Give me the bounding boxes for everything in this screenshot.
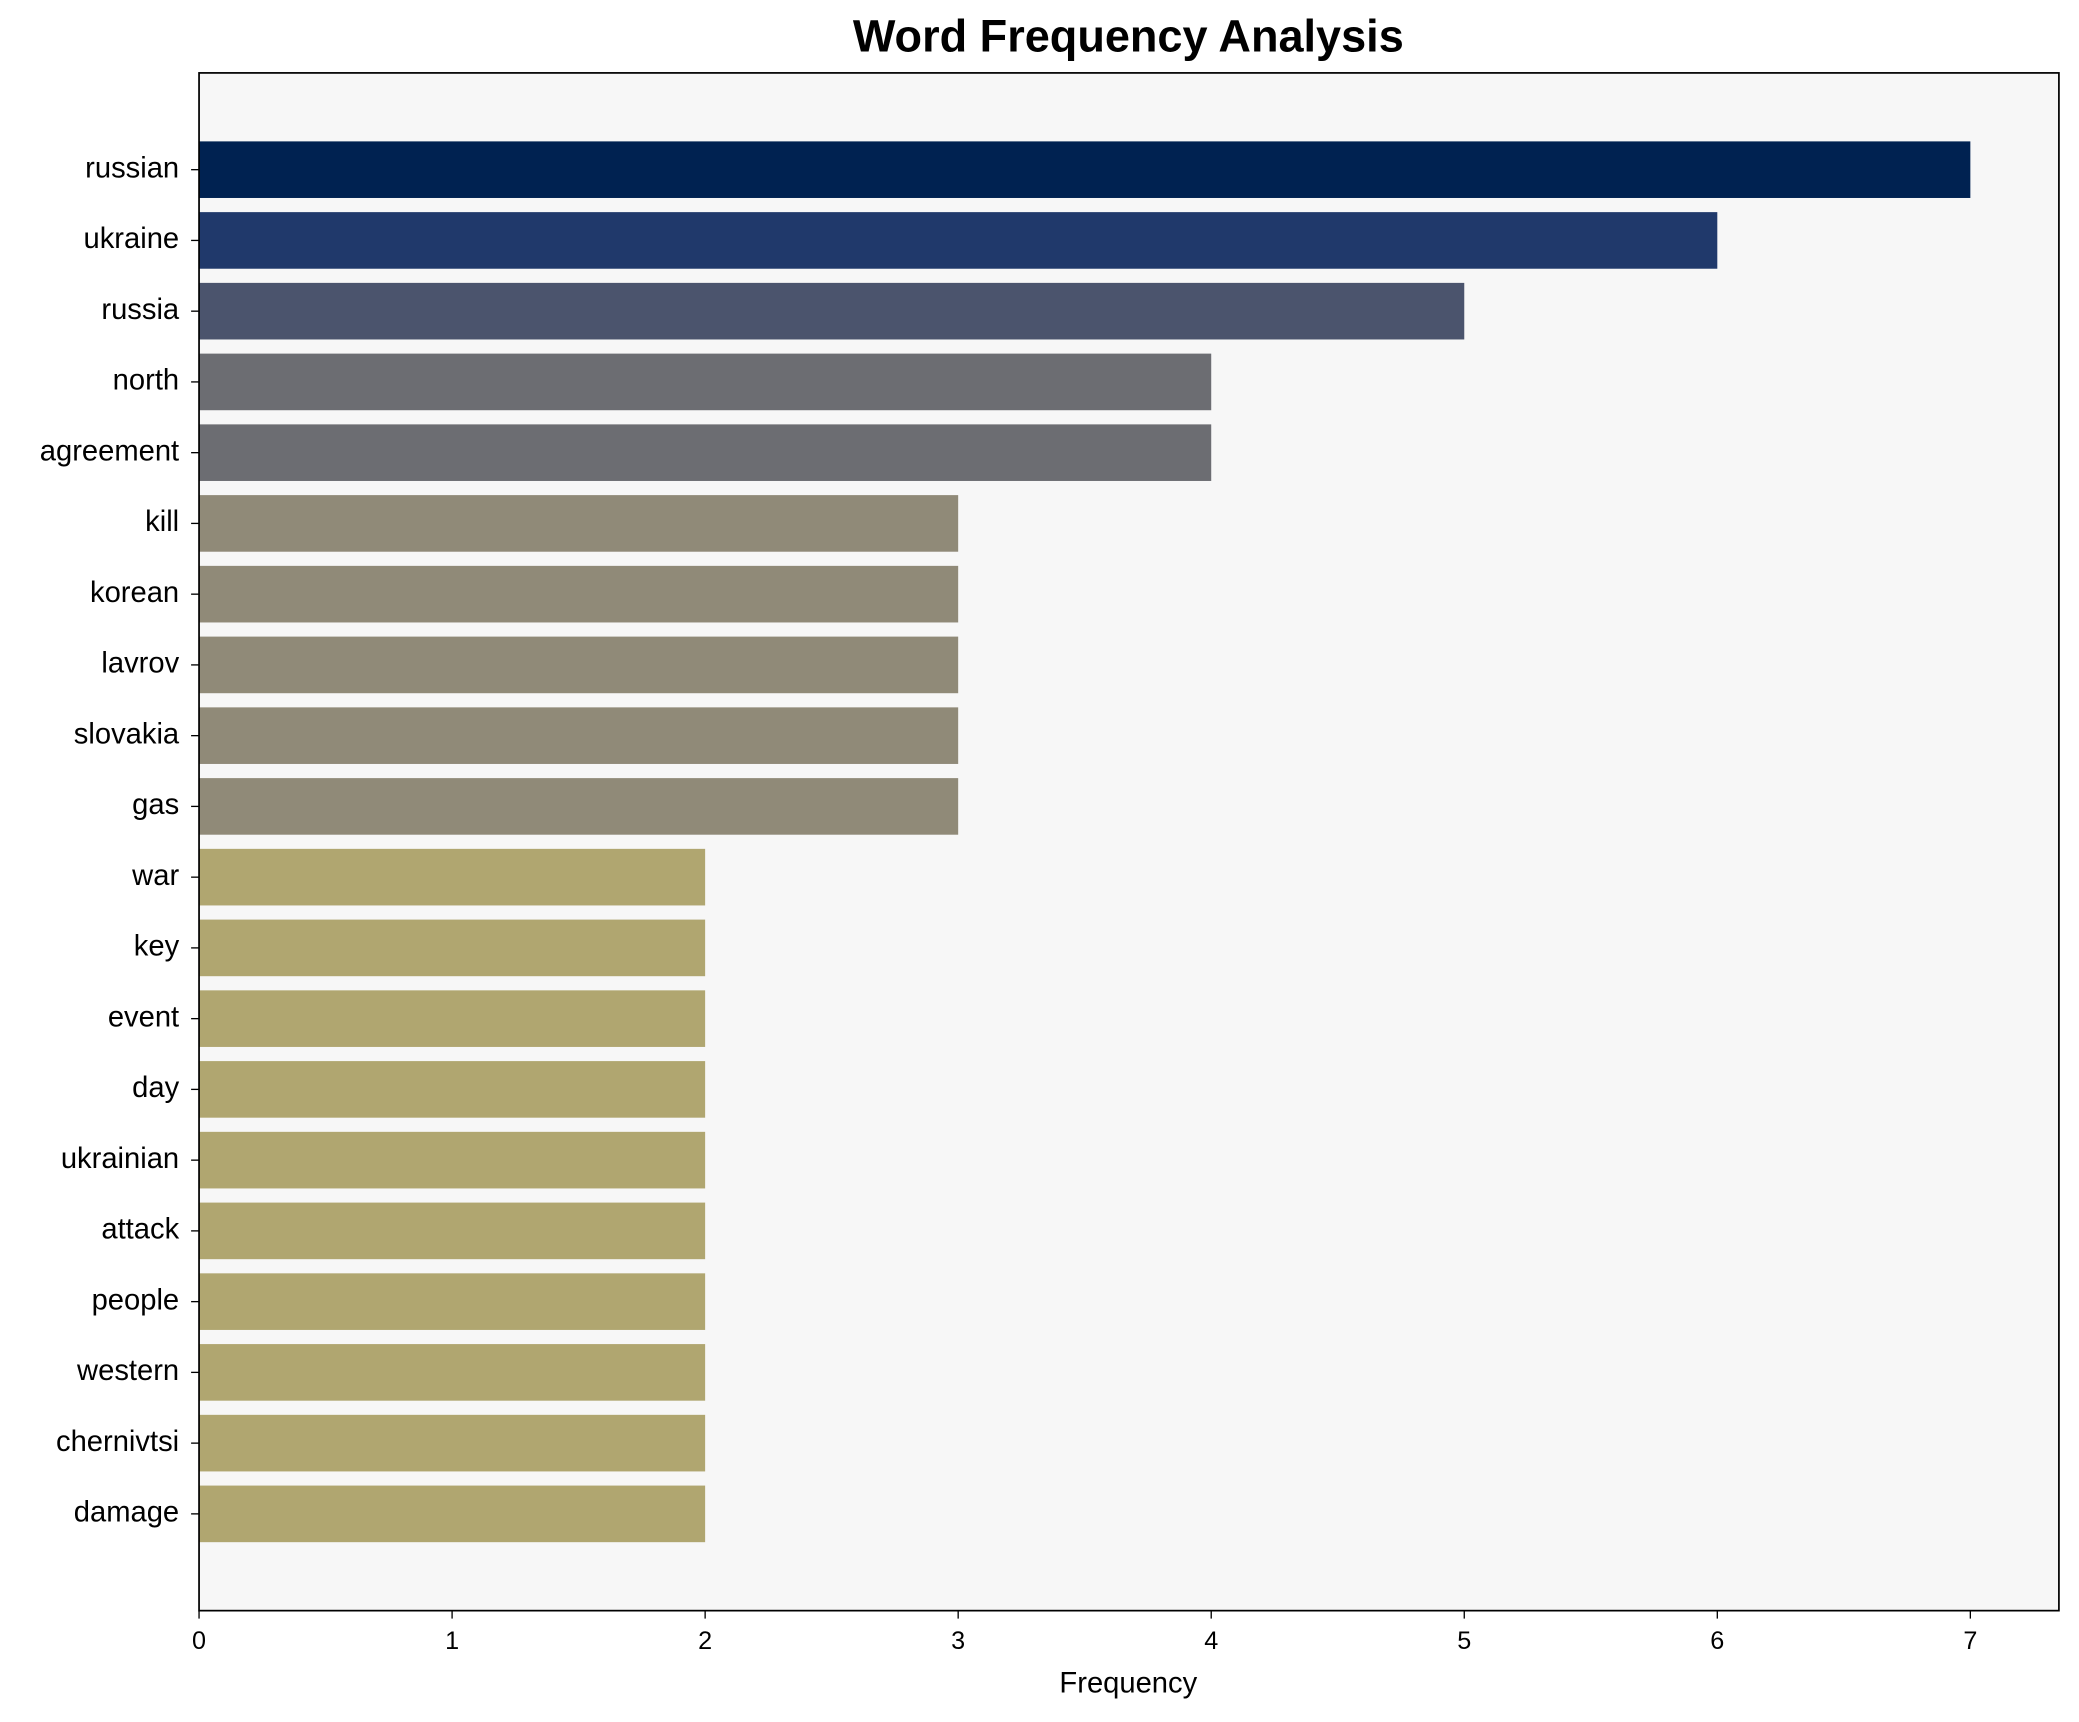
bar xyxy=(199,1131,706,1189)
y-tick-label: kill xyxy=(145,506,179,538)
bar xyxy=(199,778,959,835)
y-tick-label: people xyxy=(92,1284,180,1316)
x-tick-label: 0 xyxy=(192,1627,206,1655)
y-tick-label: day xyxy=(132,1072,179,1104)
y-tick-label: chernivtsi xyxy=(56,1426,179,1458)
y-tick-label: russia xyxy=(101,294,180,326)
y-tick-label: ukraine xyxy=(84,223,180,255)
y-tick-label: russian xyxy=(85,152,179,184)
bar xyxy=(199,141,1971,198)
y-tick-label: agreement xyxy=(40,435,179,467)
y-tick-label: event xyxy=(108,1001,179,1033)
bar xyxy=(199,1344,706,1401)
bar xyxy=(199,1061,706,1118)
y-tick-label: key xyxy=(134,931,180,963)
x-tick-label: 5 xyxy=(1457,1627,1471,1655)
bar xyxy=(199,848,706,906)
plot-frame xyxy=(198,72,2060,1612)
y-tick-label: lavrov xyxy=(101,648,179,680)
bar xyxy=(199,1414,706,1472)
y-tick-label: western xyxy=(76,1355,179,1387)
bar xyxy=(199,282,1465,340)
bar xyxy=(199,919,706,977)
y-tick-label: slovakia xyxy=(74,718,180,750)
bar xyxy=(199,707,959,764)
y-tick-label: ukrainian xyxy=(61,1143,179,1175)
y-tick-label: war xyxy=(131,860,179,892)
x-tick-label: 4 xyxy=(1204,1627,1218,1655)
bar xyxy=(199,495,959,552)
x-tick-label: 6 xyxy=(1710,1627,1724,1655)
y-tick-label: korean xyxy=(90,577,179,609)
x-tick-label: 3 xyxy=(951,1627,965,1655)
bar xyxy=(199,1273,706,1330)
bar xyxy=(199,424,1212,481)
bar xyxy=(199,565,959,623)
bar xyxy=(199,353,1212,411)
x-tick-label: 7 xyxy=(1963,1627,1977,1655)
y-tick-label: gas xyxy=(132,789,179,821)
x-axis-label: Frequency xyxy=(1059,1668,1197,1700)
x-tick-label: 2 xyxy=(698,1627,712,1655)
y-tick-label: north xyxy=(113,365,179,397)
chart-title: Word Frequency Analysis xyxy=(853,11,1404,62)
bar xyxy=(199,1202,706,1260)
y-tick-label: damage xyxy=(74,1497,179,1529)
bar xyxy=(199,636,959,694)
y-tick-label: attack xyxy=(101,1214,179,1246)
bar xyxy=(199,212,1718,269)
x-tick-label: 1 xyxy=(445,1627,459,1655)
bar xyxy=(199,1485,706,1543)
bar xyxy=(199,990,706,1047)
